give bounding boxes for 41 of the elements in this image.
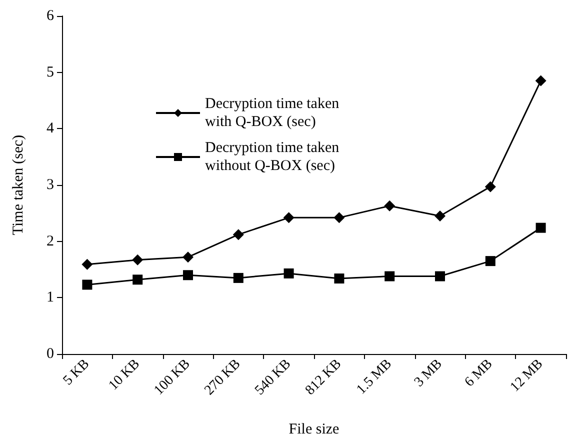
point <box>485 256 496 266</box>
y-tick-label: 6 <box>46 8 54 24</box>
point <box>132 274 143 285</box>
legend-label: Decryption time taken without Q-BOX (sec) <box>205 140 340 174</box>
y-axis-title: Time taken (sec) <box>10 134 26 236</box>
x-tick-label: 1.5 MB <box>354 356 395 398</box>
point <box>435 271 445 282</box>
x-tick-label: 270 KB <box>202 356 244 398</box>
point <box>132 254 144 266</box>
x-tick-label: 5 KB <box>60 356 93 388</box>
x-tick-label: 12 MB <box>508 356 546 396</box>
point <box>334 212 345 224</box>
point <box>233 272 244 283</box>
y-tick-label: 4 <box>46 120 54 137</box>
point <box>334 274 344 284</box>
x-tick-label: 6 MB <box>462 356 496 390</box>
point <box>484 181 496 192</box>
x-tick-label: 100 KB <box>152 356 194 398</box>
point <box>536 222 546 233</box>
y-tick-label: 3 <box>46 177 54 193</box>
point <box>384 271 395 282</box>
point <box>535 75 546 86</box>
y-tick-label: 1 <box>46 290 54 306</box>
point <box>384 200 396 212</box>
point <box>232 229 244 240</box>
x-axis-title: File size <box>288 422 340 438</box>
x-tick-label: 3 MB <box>412 356 446 390</box>
point <box>82 280 92 290</box>
point <box>434 210 446 222</box>
point <box>182 252 194 263</box>
point <box>283 212 294 224</box>
y-tick-label: 0 <box>46 346 54 362</box>
point <box>82 258 93 270</box>
x-tick-label: 10 KB <box>106 356 143 394</box>
x-tick-label: 812 KB <box>302 356 345 398</box>
x-tick-label: 540 KB <box>252 356 294 398</box>
y-tick-label: 5 <box>46 64 54 80</box>
legend-label: Decryption time taken with Q-BOX (sec) <box>205 96 340 130</box>
y-tick-label: 2 <box>46 233 54 250</box>
point <box>284 268 294 278</box>
point <box>183 270 193 280</box>
